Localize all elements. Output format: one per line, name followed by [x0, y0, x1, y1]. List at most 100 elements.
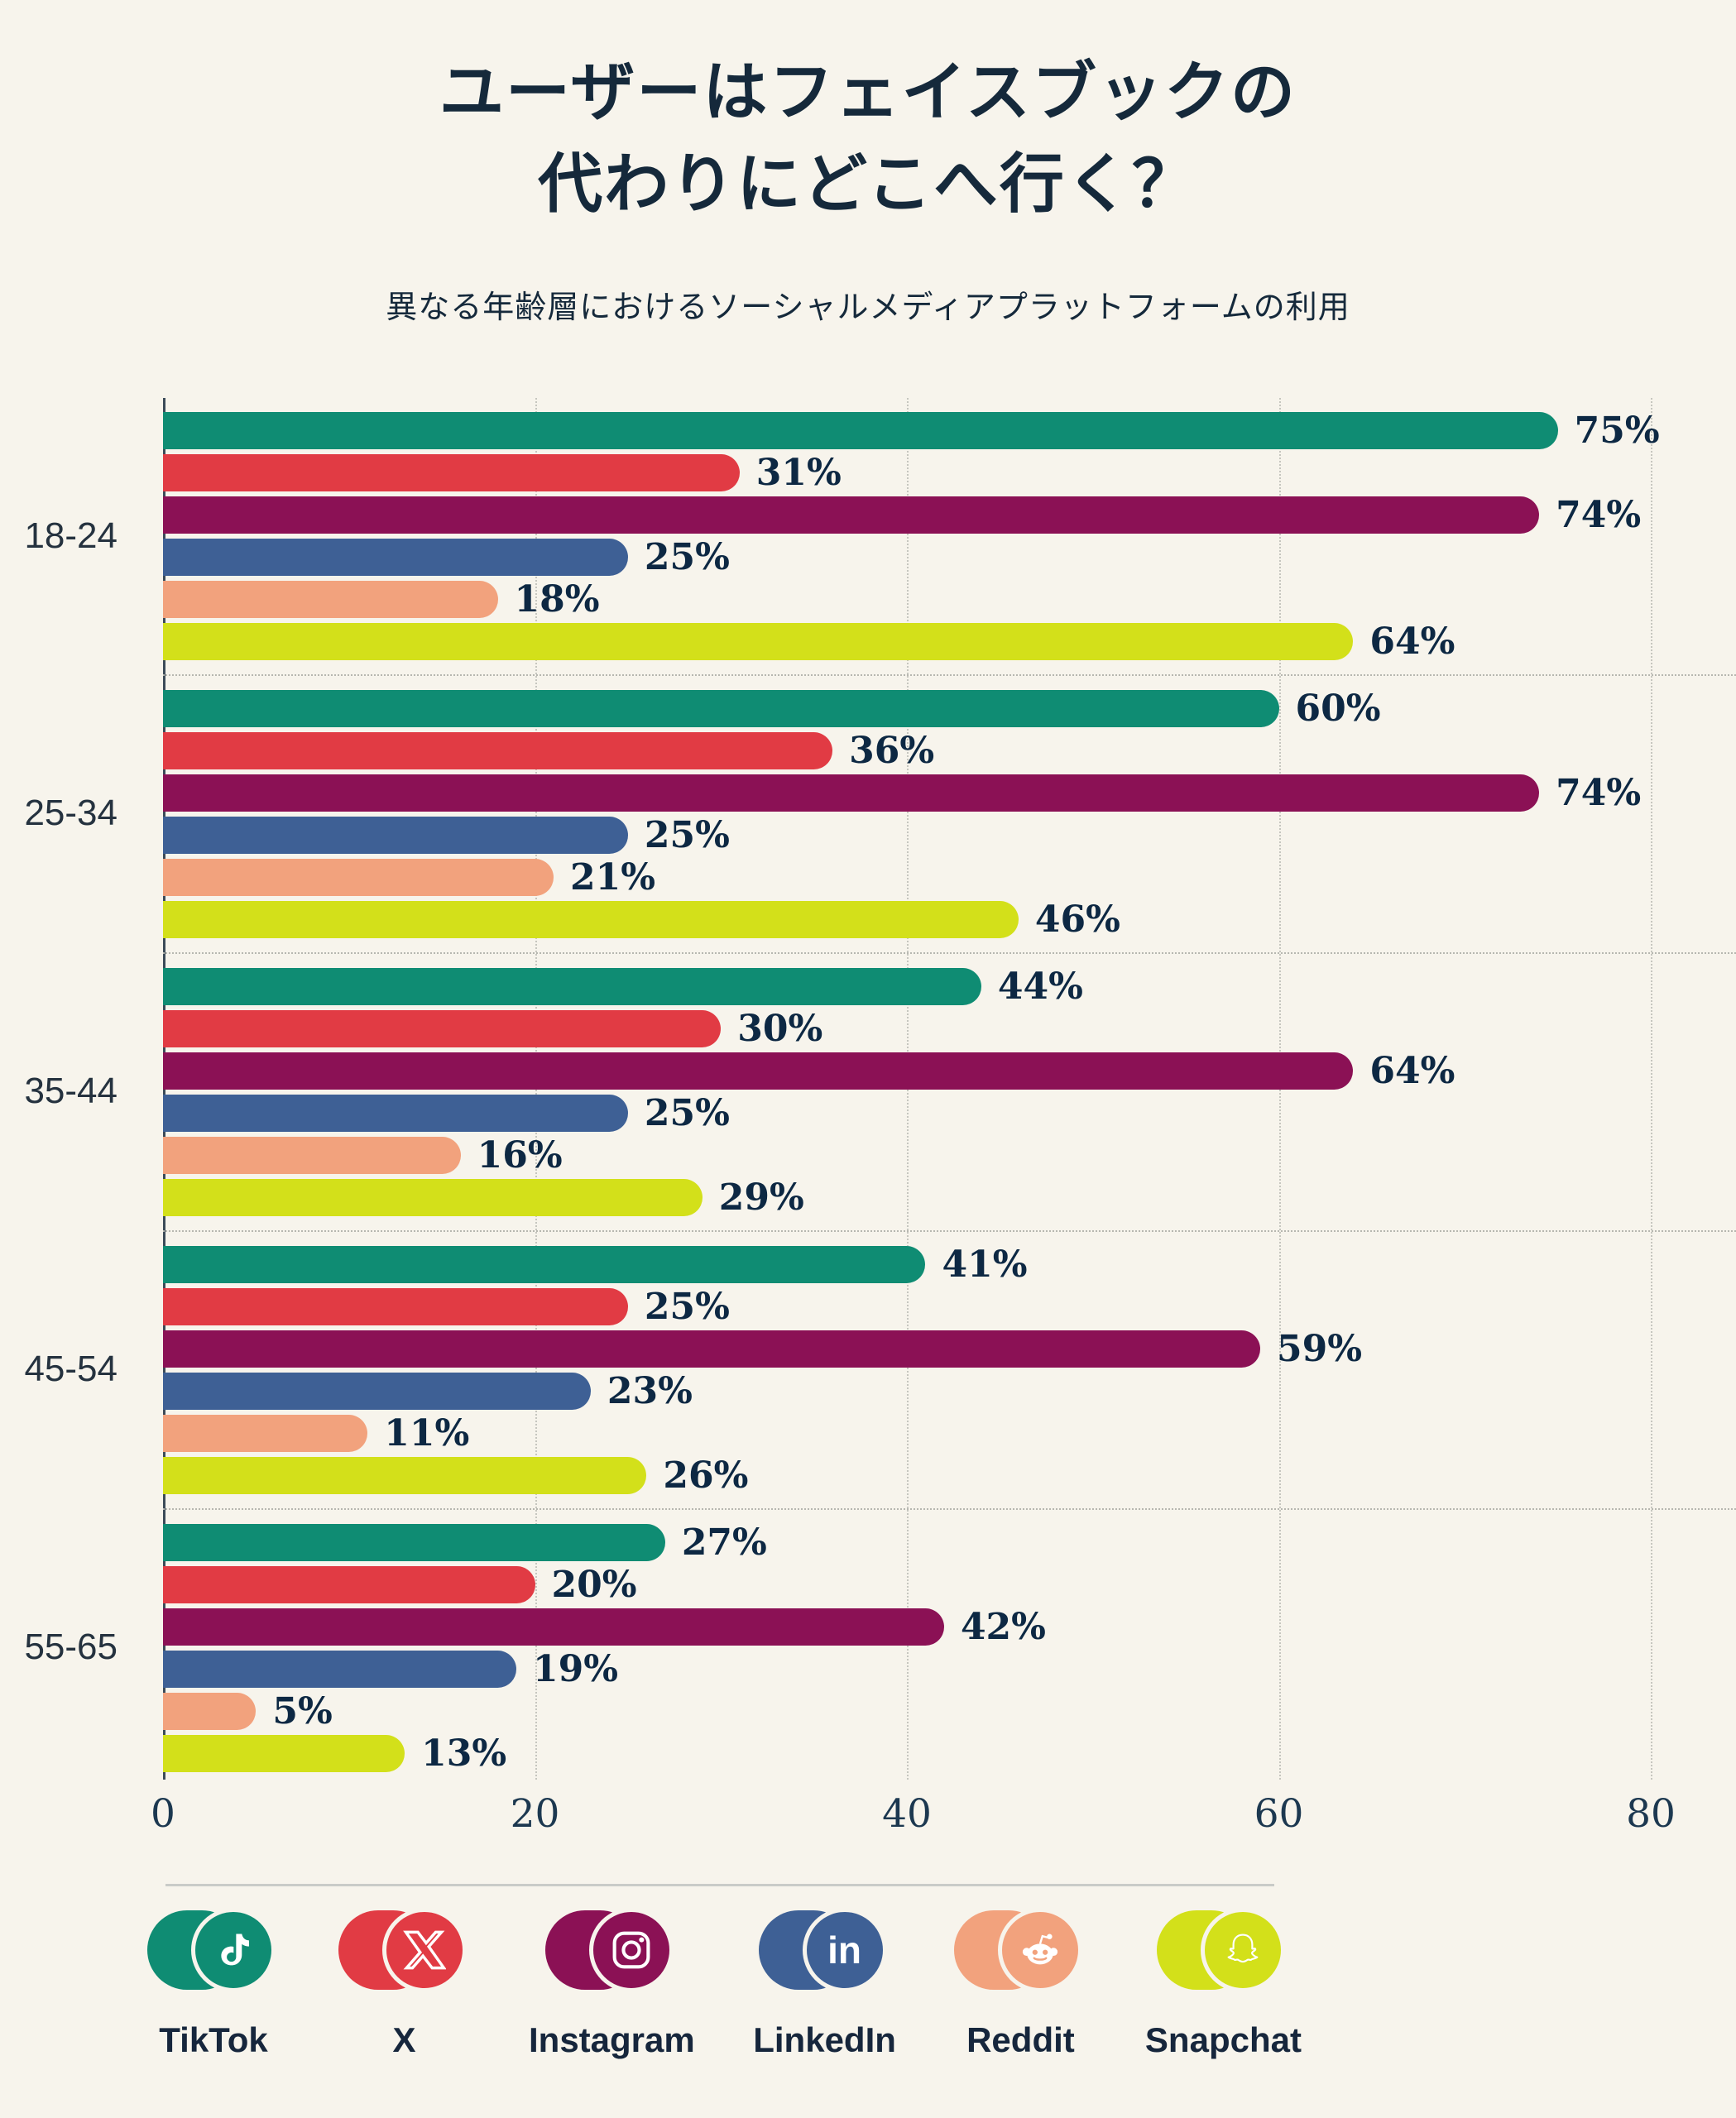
- bar-groups: 18-24 75% 31% 74% 25% 18% 64% 25-34 60% 36% 74% 25%…: [0, 398, 1736, 1786]
- bar-value-label: 29%: [718, 1176, 804, 1219]
- bar-value-label: 30%: [737, 1007, 823, 1050]
- reddit-bar: [163, 580, 498, 618]
- bar-value-label: 26%: [663, 1454, 749, 1497]
- bar-row: 75%: [163, 410, 1736, 452]
- snapchat-bar: [163, 900, 1019, 938]
- bar-value-label: 75%: [1574, 409, 1660, 452]
- y-axis-label: 45-54: [24, 1348, 117, 1389]
- reddit-bar: [163, 1414, 368, 1452]
- bar-row: 41%: [163, 1243, 1736, 1286]
- page-title-line1: ユーザーはフェイスブックの: [439, 55, 1297, 128]
- linkedin-bar: [163, 538, 628, 576]
- snapchat-bar: [163, 1178, 703, 1216]
- bar-row: 42%: [163, 1606, 1736, 1648]
- legend: TikTok X Instagram in LinkedIn Reddit Snapchat: [147, 1907, 1302, 2060]
- legend-label: Reddit: [966, 2020, 1075, 2059]
- bar-row: 60%: [163, 688, 1736, 730]
- bar-group: 35-44 44% 30% 64% 25% 16% 29%: [0, 951, 1736, 1230]
- legend-label: X: [392, 2020, 416, 2059]
- bar-value-label: 19%: [533, 1647, 619, 1690]
- x-bar: [163, 1009, 722, 1047]
- instagram-bar: [163, 1052, 1354, 1090]
- bar-chart: 18-24 75% 31% 74% 25% 18% 64% 25-34 60% 36% 74% 25%…: [0, 397, 1736, 1839]
- instagram-bar: [163, 774, 1540, 812]
- linkedin-icon: in: [758, 1907, 891, 1992]
- bar-row: 29%: [163, 1176, 1736, 1219]
- x-bar: [163, 1565, 535, 1603]
- linkedin-bar: [163, 1094, 628, 1132]
- bar-row: 16%: [163, 1134, 1736, 1176]
- legend-knob: [998, 1907, 1083, 1992]
- snapchat-icon: [1157, 1907, 1289, 1992]
- legend-knob: in: [802, 1907, 887, 1992]
- bar-value-label: 44%: [997, 965, 1083, 1008]
- linkedin-bar: [163, 816, 628, 854]
- y-axis-label: 55-65: [24, 1626, 117, 1667]
- legend-knob: [191, 1907, 276, 1992]
- instagram-icon: [545, 1907, 678, 1992]
- bar-row: 25%: [163, 536, 1736, 578]
- legend-knob: [381, 1907, 467, 1992]
- bar-value-label: 5%: [272, 1689, 333, 1732]
- snapchat-bar: [163, 622, 1354, 660]
- bar-value-label: 16%: [477, 1133, 563, 1176]
- bar-row: 30%: [163, 1008, 1736, 1050]
- bar-value-label: 20%: [551, 1563, 637, 1606]
- bar-row: 26%: [163, 1454, 1736, 1497]
- bar-stack: 60% 36% 74% 25% 21% 46%: [163, 673, 1736, 952]
- bar-value-label: 25%: [644, 1285, 730, 1328]
- instagram-bar: [163, 1608, 944, 1646]
- y-axis-label: 18-24: [24, 515, 117, 556]
- tiktok-bar: [163, 1245, 926, 1283]
- bar-stack: 44% 30% 64% 25% 16% 29%: [163, 951, 1736, 1230]
- legend-label: Instagram: [529, 2020, 695, 2059]
- page-subtitle: 異なる年齢層におけるソーシャルメディアプラットフォームの利用: [386, 290, 1350, 325]
- tiktok-bar: [163, 411, 1558, 449]
- x-bar: [163, 453, 740, 491]
- bar-row: 64%: [163, 1050, 1736, 1092]
- tiktok-bar: [163, 967, 981, 1005]
- bar-group: 45-54 41% 25% 59% 23% 11% 26%: [0, 1229, 1736, 1508]
- bar-value-label: 25%: [644, 813, 730, 856]
- tiktok-bar: [163, 689, 1279, 727]
- x-bar: [163, 731, 833, 769]
- bar-row: 64%: [163, 621, 1736, 663]
- snapchat-bar: [163, 1734, 405, 1772]
- page-title-line2: 代わりにどこへ行く？: [538, 146, 1198, 220]
- reddit-icon: [954, 1907, 1086, 1992]
- legend-item: TikTok: [147, 1907, 280, 2060]
- bar-value-label: 42%: [960, 1605, 1046, 1648]
- x-icon: [338, 1907, 471, 1992]
- bar-row: 23%: [163, 1370, 1736, 1412]
- bar-value-label: 25%: [644, 535, 730, 578]
- bar-row: 74%: [163, 772, 1736, 814]
- legend-divider: [165, 1883, 1274, 1886]
- legend-label: Snapchat: [1144, 2020, 1302, 2059]
- bar-value-label: 25%: [644, 1091, 730, 1134]
- bar-group: 55-65 27% 20% 42% 19% 5% 13%: [0, 1507, 1736, 1786]
- chart-header: ユーザーはフェイスブックの 代わりにどこへ行く？ 異なる年齢層におけるソーシャル…: [0, 0, 1736, 327]
- bar-value-label: 11%: [384, 1411, 470, 1454]
- bar-value-label: 46%: [1034, 898, 1120, 941]
- legend-label: TikTok: [159, 2020, 268, 2059]
- reddit-bar: [163, 1136, 461, 1174]
- legend-knob: [589, 1907, 674, 1992]
- x-tick-label: 0: [151, 1790, 175, 1837]
- x-axis: 0 20 40 60 80: [151, 1786, 1676, 1839]
- y-axis-label: 35-44: [24, 1070, 117, 1111]
- reddit-bar: [163, 1692, 257, 1730]
- bar-stack: 27% 20% 42% 19% 5% 13%: [163, 1507, 1736, 1786]
- bar-row: 25%: [163, 814, 1736, 856]
- page-title: ユーザーはフェイスブックの 代わりにどこへ行く？: [0, 46, 1736, 230]
- bar-row: 27%: [163, 1521, 1736, 1564]
- bar-stack: 41% 25% 59% 23% 11% 26%: [163, 1229, 1736, 1508]
- bar-row: 20%: [163, 1564, 1736, 1606]
- bar-value-label: 60%: [1295, 687, 1381, 730]
- x-tick-label: 40: [882, 1790, 932, 1837]
- tiktok-bar: [163, 1523, 665, 1561]
- legend-item: X: [338, 1907, 471, 2060]
- bar-stack: 75% 31% 74% 25% 18% 64%: [163, 398, 1736, 674]
- bar-row: 5%: [163, 1690, 1736, 1732]
- legend-item: Instagram: [529, 1907, 695, 2060]
- legend-label: LinkedIn: [753, 2020, 896, 2059]
